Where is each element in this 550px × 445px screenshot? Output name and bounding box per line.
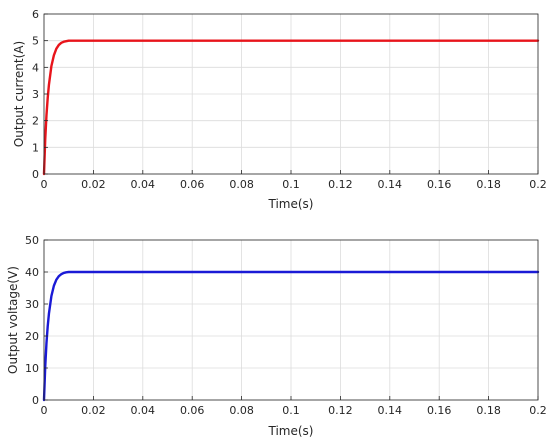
current-x-tick-label: 0.18: [476, 178, 501, 191]
current-y-tick-label: 5: [32, 35, 39, 48]
current-x-tick-label: 0: [41, 178, 48, 191]
voltage-x-tick-label: 0.12: [328, 404, 353, 417]
current-x-tick-label: 0.1: [282, 178, 300, 191]
current-x-tick-label: 0.04: [131, 178, 156, 191]
voltage-y-tick-label: 0: [32, 394, 39, 407]
current-plot: 0 0.02 0.04 0.06 0.08 0.1 0.12 0.14 0.16 0.18 0.2 0…: [12, 8, 547, 211]
voltage-x-tick-label: 0.02: [81, 404, 106, 417]
voltage-x-tick-label: 0.06: [180, 404, 205, 417]
current-x-tick-label: 0.2: [529, 178, 547, 191]
current-x-tick-label: 0.08: [229, 178, 254, 191]
current-y-tick-label: 0: [32, 168, 39, 181]
voltage-series: [42, 270, 540, 402]
current-x-axis-label: Time(s): [268, 197, 314, 211]
current-y-tick-label: 4: [32, 61, 39, 74]
voltage-ticks: 0 0.02 0.04 0.06 0.08 0.1 0.12 0.14 0.16 0.18 0.2 0…: [25, 234, 547, 417]
current-series-line: [42, 39, 540, 176]
current-y-tick-label: 2: [32, 115, 39, 128]
voltage-y-axis-label: Output voltage(V): [6, 266, 20, 374]
voltage-y-tick-label: 50: [25, 234, 39, 247]
voltage-x-axis-label: Time(s): [268, 424, 314, 438]
current-y-tick-label: 1: [32, 141, 39, 154]
current-x-tick-label: 0.02: [81, 178, 106, 191]
current-x-tick-label: 0.16: [427, 178, 452, 191]
voltage-x-tick-label: 0.04: [131, 404, 156, 417]
voltage-y-tick-label: 30: [25, 298, 39, 311]
current-ticks: 0 0.02 0.04 0.06 0.08 0.1 0.12 0.14 0.16 0.18 0.2 0…: [32, 8, 547, 191]
current-x-tick-label: 0.14: [378, 178, 403, 191]
current-y-tick-label: 6: [32, 8, 39, 21]
voltage-y-tick-label: 20: [25, 330, 39, 343]
current-series: [42, 39, 540, 176]
voltage-plot: 0 0.02 0.04 0.06 0.08 0.1 0.12 0.14 0.16 0.18 0.2 0…: [6, 234, 547, 438]
voltage-x-tick-label: 0.16: [427, 404, 452, 417]
voltage-x-tick-label: 0.18: [476, 404, 501, 417]
voltage-y-tick-label: 40: [25, 266, 39, 279]
current-x-tick-label: 0.06: [180, 178, 205, 191]
voltage-x-tick-label: 0.14: [378, 404, 403, 417]
voltage-x-tick-label: 0.2: [529, 404, 547, 417]
voltage-y-tick-label: 10: [25, 362, 39, 375]
voltage-x-tick-label: 0.08: [229, 404, 254, 417]
voltage-x-tick-label: 0.1: [282, 404, 300, 417]
current-y-axis-label: Output current(A): [12, 41, 26, 147]
voltage-x-tick-label: 0: [41, 404, 48, 417]
current-y-tick-label: 3: [32, 88, 39, 101]
current-x-tick-label: 0.12: [328, 178, 353, 191]
voltage-series-line: [42, 270, 540, 402]
